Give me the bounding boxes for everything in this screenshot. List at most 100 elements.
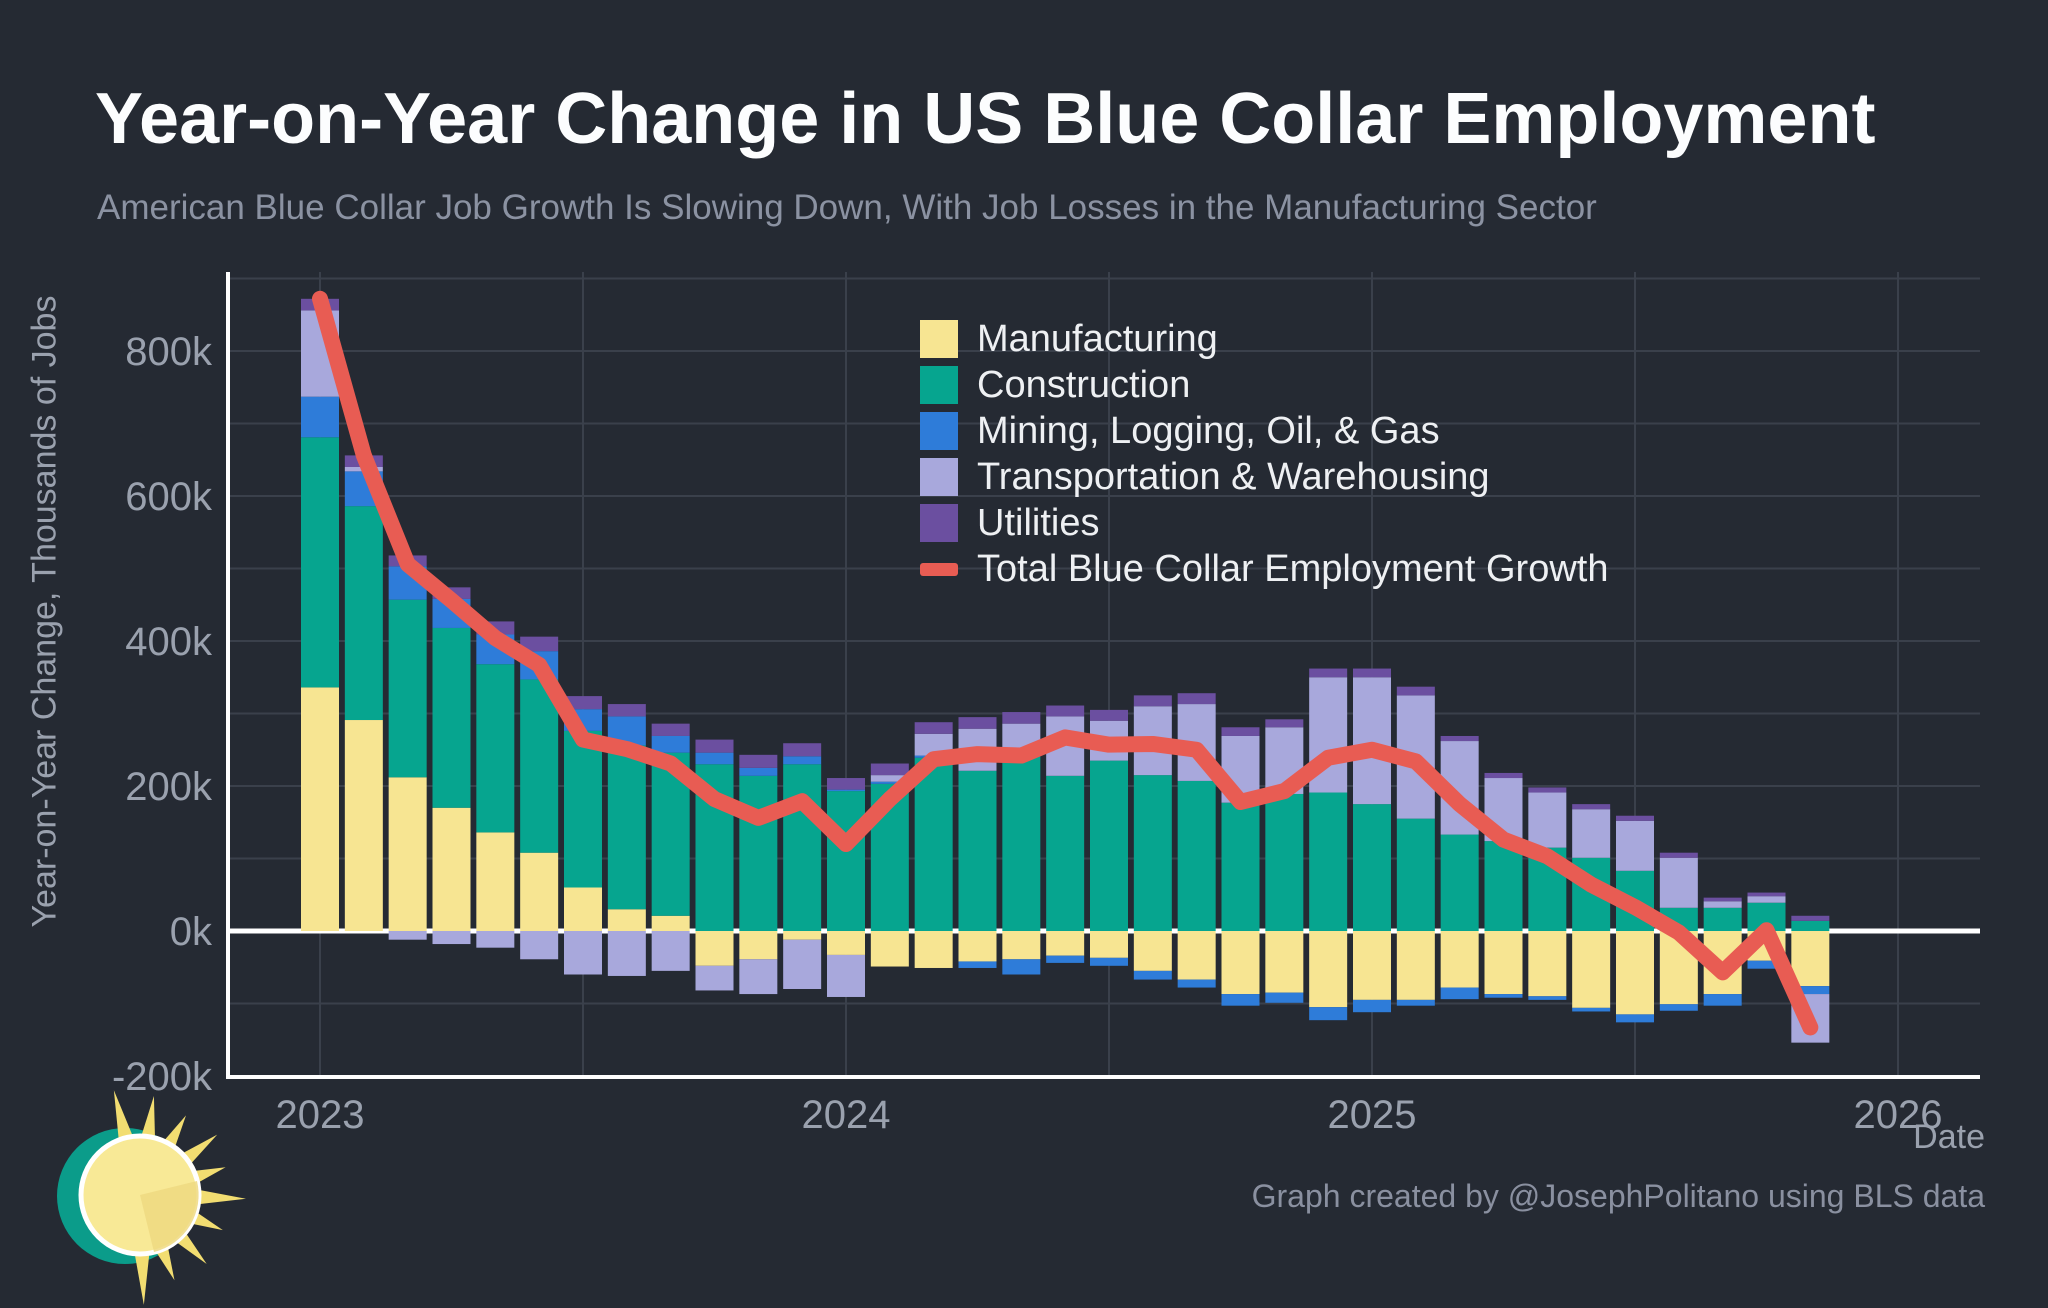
bar-segment — [1133, 931, 1172, 971]
bar-segment — [1002, 959, 1041, 975]
bar-segment — [827, 931, 865, 955]
bar-segment — [520, 679, 559, 853]
bar-segment — [1396, 931, 1435, 1000]
bar-segment — [1528, 931, 1567, 997]
bar-month-2024-08 — [1133, 695, 1172, 980]
bar-segment — [1177, 693, 1216, 705]
bar-segment — [1353, 668, 1391, 678]
bar-segment — [695, 752, 734, 765]
bar-segment — [1265, 793, 1304, 931]
bar-segment — [1002, 931, 1041, 960]
bar-segment — [783, 764, 822, 931]
bar-segment — [1221, 727, 1260, 736]
bar-segment — [1791, 986, 1830, 995]
legend-label: Transportation & Warehousing — [977, 455, 1490, 498]
bar-segment — [1133, 970, 1172, 980]
y-tick-label: -200k — [112, 1055, 213, 1099]
bar-month-2023-05 — [476, 621, 515, 948]
legend-swatch-total_line — [920, 562, 958, 576]
bar-segment — [388, 931, 427, 940]
y-tick-label: 200k — [125, 765, 213, 809]
bar-segment — [1090, 931, 1128, 958]
bar-segment — [1528, 996, 1567, 1000]
bar-segment — [1046, 955, 1085, 963]
bar-segment — [1703, 994, 1742, 1006]
bar-segment — [1265, 719, 1304, 728]
bar-month-2025-02 — [1396, 686, 1435, 1006]
legend-swatch-utilities — [920, 504, 958, 542]
bar-segment — [564, 931, 602, 975]
attribution-text: Graph created by @JosephPolitano using B… — [1251, 1178, 1985, 1214]
bar-segment — [1440, 834, 1479, 931]
bar-segment — [1221, 994, 1260, 1006]
y-tick-label: 800k — [125, 330, 213, 374]
bar-segment — [1572, 809, 1611, 858]
legend: Manufacturing Construction Mining, Logging… — [920, 316, 1608, 592]
bar-month-2024-10 — [1221, 727, 1260, 1006]
bar-segment — [739, 959, 778, 995]
bar-month-2023-04 — [432, 587, 471, 945]
x-tick-label: 2026 — [1854, 1093, 1943, 1137]
bar-segment — [1090, 709, 1128, 721]
bar-segment — [1309, 792, 1348, 931]
bar-segment — [1484, 931, 1523, 995]
bar-segment — [1002, 712, 1041, 724]
bar-month-2024-11 — [1265, 719, 1304, 1003]
y-tick-label: 600k — [125, 475, 213, 519]
bar-segment — [827, 789, 865, 792]
bar-segment — [1046, 775, 1085, 931]
bar-segment — [1440, 735, 1479, 742]
legend-item: Construction — [920, 362, 1608, 408]
bar-month-2024-06 — [1046, 705, 1085, 963]
x-axis-label: Date — [1913, 1118, 1985, 1156]
bar-segment — [1353, 804, 1391, 931]
bar-segment — [783, 756, 822, 765]
bar-segment — [1572, 1007, 1611, 1012]
bar-month-2024-09 — [1177, 693, 1216, 988]
bar-month-2025-04 — [1484, 772, 1523, 998]
bar-segment — [1265, 992, 1304, 1003]
bar-segment — [1353, 677, 1391, 805]
bar-segment — [607, 704, 646, 717]
bar-month-2023-03 — [388, 555, 427, 940]
bar-segment — [1046, 705, 1085, 717]
bar-segment — [388, 777, 427, 931]
legend-label: Utilities — [977, 501, 1100, 544]
bar-month-2025-01 — [1353, 668, 1391, 1013]
bar-segment — [914, 931, 953, 968]
bar-month-2023-01 — [301, 298, 339, 931]
legend-item: Mining, Logging, Oil, & Gas — [920, 408, 1608, 454]
bar-segment — [651, 723, 690, 736]
bar-segment — [1309, 668, 1348, 678]
legend-label: Total Blue Collar Employment Growth — [977, 547, 1609, 590]
bar-segment — [739, 775, 778, 931]
bar-month-2024-03 — [914, 722, 953, 968]
bar-month-2024-12 — [1309, 668, 1348, 1021]
bar-segment — [958, 961, 997, 968]
bar-segment — [1396, 999, 1435, 1006]
bar-segment — [827, 954, 865, 997]
x-tick-label: 2024 — [802, 1093, 891, 1137]
logo-sun-icon — [57, 1090, 246, 1305]
bar-month-2023-12 — [783, 743, 822, 989]
bar-segment — [1484, 841, 1523, 931]
bar-segment — [651, 931, 690, 971]
bar-segment — [1703, 897, 1742, 902]
bar-segment — [1353, 931, 1391, 1000]
legend-label: Manufacturing — [977, 317, 1218, 360]
bar-segment — [1484, 994, 1523, 998]
bar-segment — [739, 754, 778, 768]
bar-segment — [1177, 780, 1216, 931]
bar-segment — [1616, 820, 1654, 871]
bar-segment — [432, 627, 471, 808]
bar-segment — [1221, 802, 1260, 931]
bar-segment — [1528, 792, 1567, 848]
bar-segment — [1133, 695, 1172, 707]
bar-segment — [958, 717, 997, 729]
y-tick-label: 0k — [170, 910, 213, 954]
bar-segment — [870, 931, 909, 967]
bar-segment — [958, 770, 997, 931]
bar-segment — [1616, 815, 1654, 821]
legend-label: Mining, Logging, Oil, & Gas — [977, 409, 1440, 452]
